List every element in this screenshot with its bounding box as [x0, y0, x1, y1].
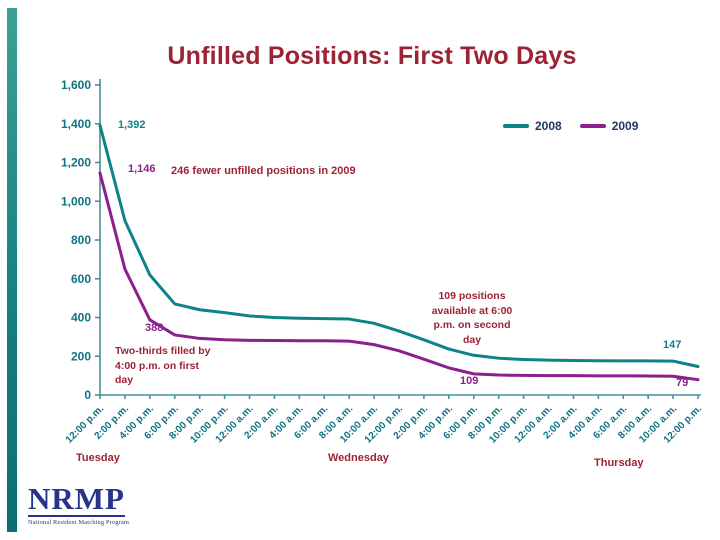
legend-swatch-2009 — [579, 124, 606, 128]
svg-text:200: 200 — [71, 349, 91, 363]
legend-label-2009: 2009 — [611, 119, 639, 133]
day-label-thursday: Thursday — [594, 457, 644, 469]
nrmp-logo: NRMP National Resident Matching Program — [28, 483, 148, 526]
svg-text:600: 600 — [71, 272, 91, 286]
svg-text:1,400: 1,400 — [61, 117, 91, 131]
value-label-2008-start: 1,392 — [118, 119, 146, 131]
legend-item-2009: 2009 — [579, 119, 639, 133]
slide-title: Unfilled Positions: First Two Days — [167, 42, 577, 70]
svg-text:800: 800 — [71, 233, 91, 247]
svg-text:1,200: 1,200 — [61, 156, 91, 170]
value-label-2009-388: 388 — [145, 322, 164, 334]
day-label-wednesday: Wednesday — [328, 452, 389, 464]
value-label-2009-end: 79 — [676, 377, 689, 389]
chart-legend: 2008 2009 — [503, 119, 638, 133]
nrmp-logo-subtitle: National Resident Matching Program — [28, 519, 130, 526]
left-accent-stripe — [7, 8, 17, 532]
legend-swatch-2008 — [503, 124, 529, 128]
svg-text:1,600: 1,600 — [61, 78, 91, 92]
svg-text:400: 400 — [71, 311, 91, 325]
value-label-2009-109: 109 — [460, 375, 479, 387]
annotation-246-fewer: 246 fewer unfilled positions in 2009 — [171, 165, 356, 177]
value-label-2009-start: 1,146 — [128, 163, 156, 175]
legend-item-2008: 2008 — [503, 119, 562, 133]
nrmp-logo-text: NRMP — [28, 481, 125, 517]
annotation-109-positions: 109 positions available at 6:00 p.m. on … — [431, 290, 513, 347]
svg-text:0: 0 — [84, 388, 91, 402]
value-label-2008-end: 147 — [663, 339, 682, 351]
day-label-tuesday: Tuesday — [76, 452, 120, 464]
legend-label-2008: 2008 — [535, 119, 562, 133]
annotation-two-thirds: Two-thirds filled by 4:00 p.m. on first … — [115, 345, 211, 387]
svg-text:1,000: 1,000 — [61, 194, 91, 208]
